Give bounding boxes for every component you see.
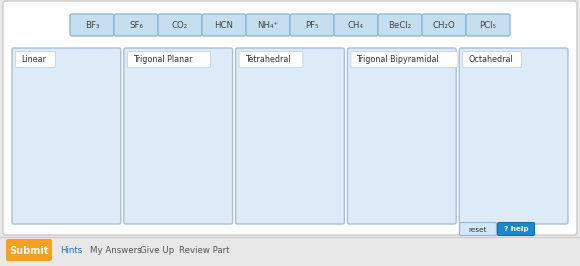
FancyBboxPatch shape: [12, 48, 121, 224]
FancyBboxPatch shape: [246, 14, 290, 36]
Text: BF₃: BF₃: [85, 21, 99, 30]
Text: reset: reset: [469, 227, 487, 232]
FancyBboxPatch shape: [459, 222, 496, 235]
FancyBboxPatch shape: [158, 14, 202, 36]
FancyBboxPatch shape: [202, 14, 246, 36]
Text: NH₄⁺: NH₄⁺: [258, 21, 278, 30]
Text: BeCl₂: BeCl₂: [389, 21, 412, 30]
FancyBboxPatch shape: [3, 1, 577, 235]
FancyBboxPatch shape: [124, 48, 233, 224]
Text: Octahedral: Octahedral: [468, 55, 513, 64]
FancyBboxPatch shape: [463, 52, 521, 68]
Text: SF₆: SF₆: [129, 21, 143, 30]
FancyBboxPatch shape: [347, 48, 456, 224]
FancyBboxPatch shape: [459, 48, 568, 224]
Text: Review Part: Review Part: [179, 246, 229, 255]
FancyBboxPatch shape: [466, 14, 510, 36]
Text: My Answers: My Answers: [89, 246, 141, 255]
FancyBboxPatch shape: [334, 14, 378, 36]
FancyBboxPatch shape: [498, 222, 535, 235]
Text: ? help: ? help: [503, 227, 528, 232]
Text: Hints: Hints: [60, 246, 82, 255]
Text: CO₂: CO₂: [172, 21, 188, 30]
Text: CH₄: CH₄: [348, 21, 364, 30]
FancyBboxPatch shape: [70, 14, 114, 36]
Text: Tetrahedral: Tetrahedral: [245, 55, 290, 64]
FancyBboxPatch shape: [290, 14, 334, 36]
FancyBboxPatch shape: [239, 52, 303, 68]
Text: HCN: HCN: [215, 21, 234, 30]
FancyBboxPatch shape: [16, 52, 55, 68]
Text: Trigonal Planar: Trigonal Planar: [133, 55, 193, 64]
Text: Give Up: Give Up: [140, 246, 175, 255]
FancyBboxPatch shape: [351, 52, 458, 68]
Text: PF₅: PF₅: [305, 21, 319, 30]
FancyBboxPatch shape: [422, 14, 466, 36]
FancyBboxPatch shape: [114, 14, 158, 36]
FancyBboxPatch shape: [235, 48, 345, 224]
FancyBboxPatch shape: [6, 239, 52, 261]
Text: CH₂O: CH₂O: [433, 21, 455, 30]
Text: PCl₅: PCl₅: [480, 21, 496, 30]
Text: Linear: Linear: [21, 55, 46, 64]
FancyBboxPatch shape: [378, 14, 422, 36]
Text: Submit: Submit: [9, 246, 49, 256]
FancyBboxPatch shape: [127, 52, 211, 68]
Text: Trigonal Bipyramidal: Trigonal Bipyramidal: [356, 55, 439, 64]
